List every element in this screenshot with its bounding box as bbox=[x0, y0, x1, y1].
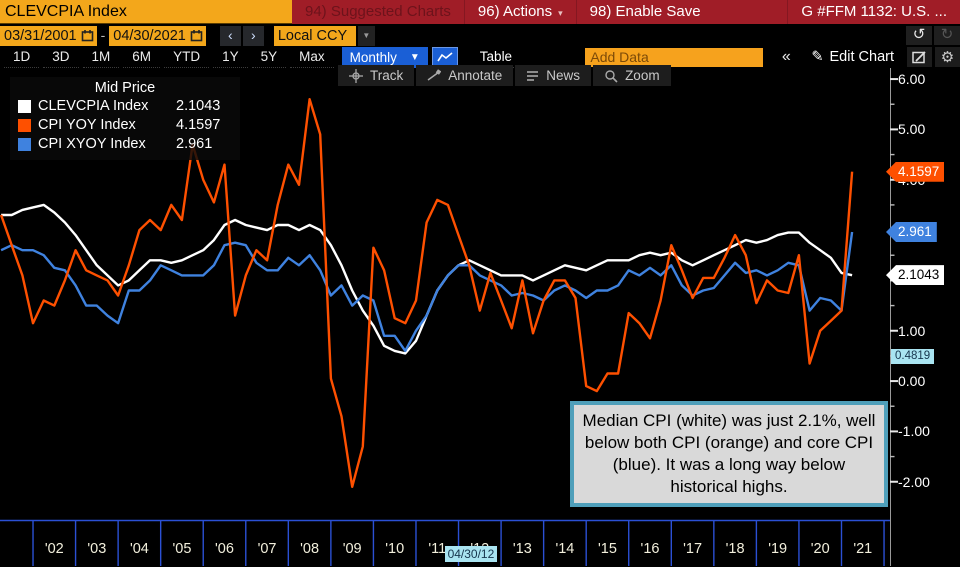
zoom-button[interactable]: Zoom bbox=[593, 65, 671, 86]
chart-legend: Mid Price CLEVCPIA Index 2.1043 CPI YOY … bbox=[10, 77, 240, 160]
legend-value: 4.1597 bbox=[176, 117, 221, 133]
chart-type-button[interactable] bbox=[431, 46, 458, 68]
pencil-icon: ✎ bbox=[811, 49, 824, 65]
news-label: News bbox=[546, 68, 581, 83]
date-range-toolbar: 03/31/2001 - 04/30/2021 ‹ › Local CCY ▼ … bbox=[0, 24, 960, 46]
legend-value: 2.1043 bbox=[176, 98, 221, 114]
annotate-label: Annotate bbox=[448, 68, 503, 83]
calendar-icon[interactable] bbox=[190, 29, 203, 42]
end-date-value: 04/30/2021 bbox=[113, 27, 186, 44]
chevron-down-icon: ▾ bbox=[558, 8, 563, 18]
suggested-charts-menu[interactable]: 94) Suggested Charts bbox=[305, 3, 451, 20]
crosshair-icon bbox=[349, 68, 363, 83]
chevron-down-icon: ▼ bbox=[409, 51, 420, 63]
undo-button[interactable]: ↺ bbox=[906, 25, 932, 45]
start-date-field[interactable]: 03/31/2001 bbox=[0, 25, 97, 46]
periodicity-dropdown[interactable]: Monthly ▼ bbox=[341, 46, 428, 68]
range-tab-3d[interactable]: 3D bbox=[43, 47, 79, 68]
shift-range-back-button[interactable]: ‹ bbox=[219, 25, 241, 46]
gear-icon: ⚙ bbox=[940, 49, 955, 66]
add-data-input[interactable]: Add Data bbox=[585, 47, 764, 67]
edit-chart-button[interactable]: ✎ Edit Chart bbox=[801, 49, 904, 65]
range-tab-1y[interactable]: 1Y bbox=[213, 47, 248, 68]
security-ticker-field[interactable]: CLEVCPIA Index bbox=[0, 0, 292, 24]
white-series-swatch bbox=[18, 100, 31, 113]
magnifier-icon bbox=[605, 69, 618, 83]
chart-tools-toolbar: Track Annotate News Zoom bbox=[338, 65, 671, 86]
menu-divider bbox=[787, 0, 789, 24]
track-label: Track bbox=[370, 68, 404, 83]
calendar-icon[interactable] bbox=[81, 29, 94, 42]
actions-menu[interactable]: 96) Actions ▾ bbox=[477, 3, 563, 20]
chart-controls-toolbar: 1D 3D 1M 6M YTD 1Y 5Y Max Monthly ▼ Tabl… bbox=[0, 46, 960, 68]
collapse-panel-button[interactable]: « bbox=[781, 48, 791, 65]
series-line-cpi-yoy-index bbox=[0, 97, 854, 488]
blue-series-swatch bbox=[18, 138, 31, 151]
currency-value: Local CCY bbox=[277, 27, 348, 44]
legend-item-clevcpia[interactable]: CLEVCPIA Index 2.1043 bbox=[18, 97, 232, 116]
enable-save-button[interactable]: 98) Enable Save bbox=[589, 3, 701, 20]
track-button[interactable]: Track bbox=[338, 65, 415, 86]
legend-label: CLEVCPIA Index bbox=[38, 98, 149, 114]
chart-options-button[interactable]: ⚙ bbox=[935, 47, 960, 67]
line-chart-icon bbox=[437, 52, 453, 62]
chevron-down-icon: ▼ bbox=[362, 31, 371, 40]
chart-name-label[interactable]: G #FFM 1132: U.S. ... bbox=[801, 3, 947, 20]
series-line-cpi-xyoy-index bbox=[0, 231, 854, 353]
annotate-pencil-icon bbox=[427, 69, 442, 81]
range-tab-1d[interactable]: 1D bbox=[4, 47, 40, 68]
edit-chart-label: Edit Chart bbox=[829, 49, 894, 65]
legend-label: CPI YOY Index bbox=[38, 117, 136, 133]
currency-dropdown-button[interactable]: ▼ bbox=[357, 25, 375, 46]
news-lines-icon bbox=[527, 70, 539, 81]
range-tab-5y[interactable]: 5Y bbox=[251, 47, 287, 68]
range-tab-ytd[interactable]: YTD bbox=[164, 47, 210, 68]
legend-label: CPI XYOY Index bbox=[38, 136, 146, 152]
menu-divider bbox=[463, 0, 465, 24]
currency-select[interactable]: Local CCY bbox=[273, 25, 356, 46]
chart-settings-button[interactable] bbox=[907, 47, 932, 67]
legend-value: 2.961 bbox=[176, 136, 213, 152]
zoom-label: Zoom bbox=[625, 68, 660, 83]
menu-divider bbox=[575, 0, 577, 24]
legend-item-cpi-xyoy[interactable]: CPI XYOY Index 2.961 bbox=[18, 135, 232, 154]
edit-note-icon bbox=[912, 51, 926, 64]
range-tab-max[interactable]: Max bbox=[290, 47, 334, 68]
menu-bar: 94) Suggested Charts 96) Actions ▾ 98) En… bbox=[292, 0, 960, 24]
date-separator: - bbox=[100, 27, 106, 43]
legend-item-cpi-yoy[interactable]: CPI YOY Index 4.1597 bbox=[18, 116, 232, 135]
title-bar: CLEVCPIA Index 94) Suggested Charts 96) … bbox=[0, 0, 960, 24]
range-tab-6m[interactable]: 6M bbox=[123, 47, 161, 68]
periodicity-value: Monthly bbox=[349, 49, 397, 65]
redo-button[interactable]: ↻ bbox=[934, 25, 960, 45]
orange-series-swatch bbox=[18, 119, 31, 132]
legend-title: Mid Price bbox=[94, 80, 156, 96]
end-date-field[interactable]: 04/30/2021 bbox=[109, 25, 206, 46]
annotate-button[interactable]: Annotate bbox=[416, 65, 514, 86]
news-button[interactable]: News bbox=[515, 65, 592, 86]
range-tab-1m[interactable]: 1M bbox=[82, 47, 120, 68]
start-date-value: 03/31/2001 bbox=[4, 27, 77, 44]
shift-range-forward-button[interactable]: › bbox=[242, 25, 264, 46]
chart-annotation-note[interactable]: Median CPI (white) was just 2.1%, well b… bbox=[570, 401, 888, 508]
